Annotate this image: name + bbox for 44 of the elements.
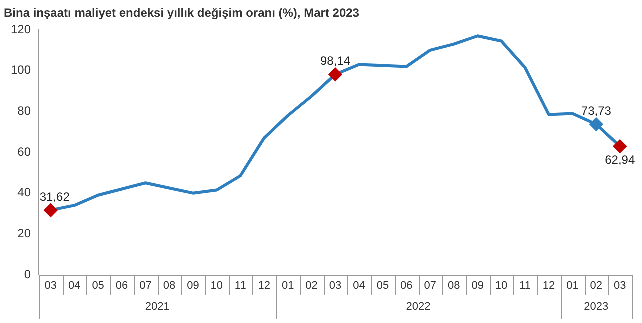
y-tick-label: 100: [10, 63, 32, 78]
x-tick-label: 12: [258, 280, 270, 292]
y-tick-label: 20: [18, 226, 32, 240]
point: [614, 140, 627, 153]
data-label: 98,14: [320, 54, 351, 68]
x-tick-label: 07: [140, 280, 152, 292]
x-tick-label: 03: [614, 280, 626, 292]
data-label: 62,94: [605, 152, 636, 167]
x-tick-label: 04: [68, 280, 81, 292]
x-tick-label: 06: [116, 280, 128, 292]
x-tick-label: 07: [424, 280, 437, 292]
x-tick-label: 11: [520, 280, 531, 292]
point: [44, 204, 58, 217]
x-tick-label: 05: [92, 280, 104, 292]
y-tick-label: 60: [18, 144, 32, 159]
x-tick-label: 10: [210, 280, 224, 292]
x-tick-label: 09: [187, 280, 200, 292]
x-tick-label: 11: [234, 280, 246, 292]
point: [329, 68, 342, 82]
x-tick-label: 08: [448, 280, 460, 292]
x-tick-label: 03: [329, 280, 342, 292]
x-tick-label: 03: [44, 280, 58, 292]
x-tick-label: 12: [542, 280, 556, 292]
x-tick-label: 04: [353, 280, 366, 292]
y-tick-label: 40: [18, 186, 32, 200]
y-tick-label: 120: [10, 22, 32, 36]
x-tick-label: 01: [282, 280, 294, 292]
x-tick-label: 09: [472, 280, 484, 292]
y-tick-label: 80: [18, 104, 32, 118]
text: 2022: [406, 301, 431, 314]
x-tick-label: 01: [566, 280, 579, 292]
point: [590, 118, 603, 131]
x-tick-label: 06: [400, 280, 413, 292]
x-tick-label: 02: [590, 280, 603, 292]
x-tick-label: 05: [376, 280, 390, 292]
chart-title: Bina inşaatı maliyet endeksi yıllık değişim oranı (%), Mart 2023: [4, 6, 360, 20]
x-tick-label: 08: [163, 280, 176, 292]
text: 2021: [145, 301, 170, 314]
x-tick-label: 10: [495, 280, 508, 292]
x-tick-label: 02: [306, 280, 318, 292]
y-tick-label: 0: [24, 267, 32, 282]
text: 2023: [584, 301, 609, 314]
data-label: 73,73: [581, 104, 612, 118]
data-label: 31,62: [40, 190, 70, 204]
